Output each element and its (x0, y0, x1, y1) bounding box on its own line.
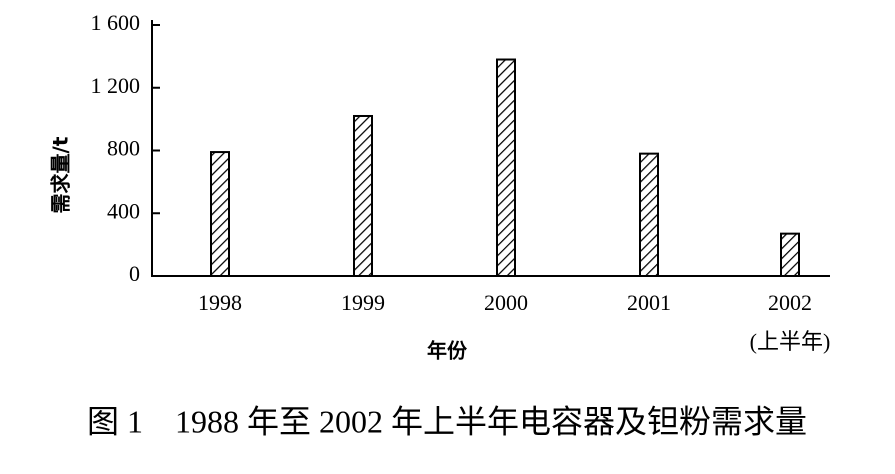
bar (353, 114, 373, 277)
bar (639, 152, 659, 277)
x-tick-label: 2001 (627, 290, 671, 315)
x-tick-label: 1998 (198, 290, 242, 315)
x-tick-label: 1999 (341, 290, 385, 315)
y-axis-label: 需求量/t (49, 136, 73, 213)
x-tick-label: 2000 (484, 290, 528, 315)
category-note: (上半年) (750, 329, 831, 354)
x-tick-label: 2002 (768, 290, 812, 315)
y-tick-label: 400 (107, 198, 140, 223)
bar (210, 151, 230, 278)
y-tick-label: 1 600 (91, 10, 141, 35)
bar (496, 58, 516, 278)
y-tick-label: 0 (129, 261, 140, 286)
x-axis-label: 年份 (427, 339, 468, 363)
bar (780, 232, 800, 278)
y-tick-label: 1 200 (91, 73, 141, 98)
y-tick-label: 800 (107, 136, 140, 161)
caption: 图 1 1988 年至 2002 年上半年电容器及钽粉需求量 (87, 403, 807, 439)
